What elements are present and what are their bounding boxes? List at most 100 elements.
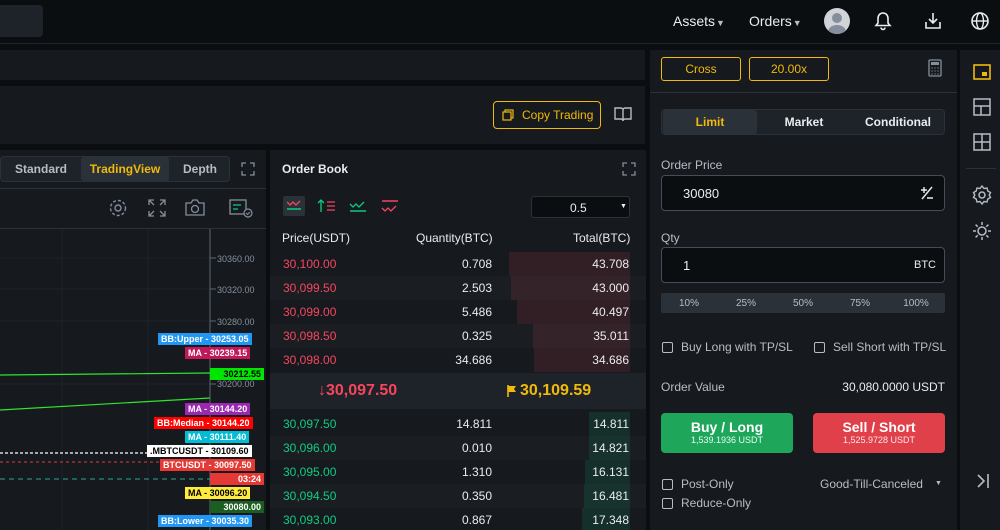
reduce-only-checkbox[interactable] — [662, 498, 673, 509]
quantity-cell: 0.867 — [461, 513, 492, 527]
download-icon[interactable] — [923, 11, 943, 31]
bid-row[interactable]: 30,096.00 0.010 14.821 — [270, 436, 646, 460]
post-only-checkbox[interactable] — [662, 479, 673, 490]
sell-tpsl-label: Sell Short with TP/SL — [833, 340, 947, 354]
pct-10-button[interactable]: 10% — [678, 298, 699, 309]
sell-tpsl-checkbox[interactable] — [814, 342, 825, 353]
chart-settings-icon[interactable] — [229, 198, 253, 218]
qty-unit: BTC — [914, 259, 936, 271]
settings-icon[interactable] — [970, 183, 994, 207]
caret-down-icon: ▼ — [792, 18, 802, 28]
tab-standard[interactable]: Standard — [14, 162, 67, 176]
ask-row[interactable]: 30,098.50 0.325 35.011 — [270, 324, 646, 348]
expand-icon[interactable] — [622, 162, 636, 176]
plus-minus-icon[interactable] — [920, 186, 934, 200]
margin-mode-button[interactable]: Cross — [661, 57, 741, 81]
camera-icon[interactable] — [184, 199, 206, 217]
bid-row[interactable]: 30,095.00 1.310 16.131 — [270, 460, 646, 484]
depth-bar — [511, 276, 630, 300]
spread-row: ↓30,097.50 30,109.59 — [270, 373, 646, 409]
theme-sun-icon[interactable] — [970, 219, 994, 243]
post-only-label: Post-Only — [681, 477, 734, 491]
order-price-field[interactable]: 30080 — [661, 175, 945, 211]
qty-label: Qty — [661, 231, 680, 245]
ask-row[interactable]: 30,099.50 2.503 43.000 — [270, 276, 646, 300]
total-cell: 16.131 — [592, 465, 629, 479]
divider — [0, 228, 266, 229]
asks-only-icon[interactable] — [380, 198, 400, 214]
price-cell: 30,095.00 — [283, 465, 337, 479]
sell-short-button[interactable]: Sell / Short 1,525.9728 USDT — [813, 413, 945, 453]
layout-split-icon[interactable] — [970, 95, 994, 119]
calculator-icon[interactable] — [928, 59, 942, 77]
bids-only-icon[interactable] — [348, 198, 368, 214]
qty-percentage-bar: 10% 25% 50% 75% 100% — [661, 293, 945, 313]
layout-compact-icon[interactable] — [970, 60, 994, 84]
ask-row[interactable]: 30,099.00 5.486 40.497 — [270, 300, 646, 324]
price-badge: BTCUSDT - 30097.50 — [160, 459, 255, 471]
buy-long-button[interactable]: Buy / Long 1,539.1936 USDT — [661, 413, 793, 453]
depth-bar — [584, 484, 630, 508]
pct-25-button[interactable]: 25% — [735, 298, 756, 309]
assets-menu[interactable]: Assets▼ — [673, 13, 725, 29]
total-cell: 14.811 — [593, 417, 629, 431]
pct-100-button[interactable]: 100% — [903, 298, 929, 309]
ask-row[interactable]: 30,100.00 0.708 43.708 — [270, 252, 646, 276]
bid-row[interactable]: 30,093.00 0.867 17.348 — [270, 508, 646, 530]
symbol-bar — [0, 50, 645, 80]
settings-icon[interactable] — [108, 198, 128, 218]
bid-row[interactable]: 30,097.50 14.811 14.811 — [270, 412, 646, 436]
price-tick: 30200.00 — [217, 379, 255, 389]
bell-icon[interactable] — [873, 11, 893, 31]
price-cell: 30,094.50 — [283, 489, 337, 503]
book-both-icon — [286, 200, 301, 210]
tab-tradingview[interactable]: TradingView — [81, 157, 169, 181]
avatar[interactable] — [824, 8, 850, 34]
price-badge: MA - 30096.20 — [185, 487, 251, 499]
pct-75-button[interactable]: 75% — [849, 298, 870, 309]
total-cell: 16.481 — [592, 489, 629, 503]
collapse-panel-icon[interactable] — [970, 469, 994, 493]
leverage-button[interactable]: 20.00x — [749, 57, 829, 81]
depth-bar — [534, 348, 630, 372]
book-icon[interactable] — [614, 106, 632, 122]
quantity-cell: 34.686 — [455, 353, 492, 367]
price-badge: BB:Lower - 30035.30 — [158, 515, 253, 527]
quantity-cell: 0.350 — [461, 489, 492, 503]
qty-field[interactable]: 1 BTC — [661, 247, 945, 283]
layout-grid-icon[interactable] — [970, 130, 994, 154]
globe-icon[interactable] — [970, 11, 990, 31]
quantity-cell: 0.708 — [461, 257, 492, 271]
tab-conditional[interactable]: Conditional — [865, 115, 931, 129]
quantity-cell: 5.486 — [461, 305, 492, 319]
tab-market[interactable]: Market — [784, 115, 824, 129]
bid-row[interactable]: 30,094.50 0.350 16.481 — [270, 484, 646, 508]
price-badge: MA - 30111.40 — [185, 431, 250, 443]
buy-tpsl-checkbox[interactable] — [662, 342, 673, 353]
view-both-button[interactable] — [283, 196, 305, 216]
order-value: 30,080.0000 USDT — [842, 380, 945, 394]
total-cell: 35.011 — [593, 329, 629, 343]
last-price: ↓30,097.50 — [318, 382, 398, 399]
ask-row[interactable]: 30,098.00 34.686 34.686 — [270, 348, 646, 372]
expand-icon[interactable] — [241, 162, 255, 176]
depth-bar — [589, 412, 630, 436]
copy-trading-button[interactable]: Copy Trading — [493, 101, 601, 129]
tab-limit[interactable]: Limit — [663, 110, 757, 134]
search-box[interactable] — [0, 5, 43, 37]
user-silhouette-icon — [828, 13, 846, 34]
depth-select[interactable]: 0.5 ▼ — [531, 196, 630, 218]
price-cell: 30,098.00 — [283, 353, 337, 367]
sort-icon[interactable] — [317, 198, 337, 214]
pct-50-button[interactable]: 50% — [792, 298, 813, 309]
time-in-force-select[interactable]: Good-Till-Canceled ▼ — [820, 477, 942, 491]
total-cell: 17.348 — [592, 513, 629, 527]
orders-menu[interactable]: Orders▼ — [749, 13, 802, 29]
divider — [966, 168, 996, 169]
price-cell: 30,093.00 — [283, 513, 337, 527]
order-value-label: Order Value — [661, 380, 725, 394]
fullscreen-icon[interactable] — [148, 199, 166, 217]
price-badge: BB:Median - 30144.20 — [154, 417, 253, 429]
price-badge: MA - 30144.20 — [185, 403, 251, 415]
tab-depth[interactable]: Depth — [183, 162, 217, 176]
